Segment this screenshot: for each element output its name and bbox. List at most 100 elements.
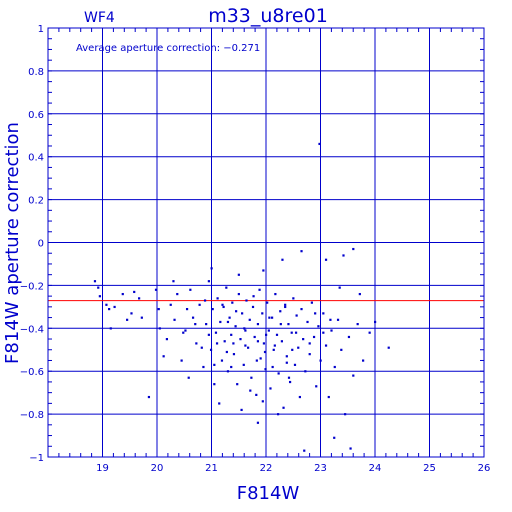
data-point — [291, 348, 294, 351]
data-point — [182, 331, 185, 334]
data-point — [97, 286, 100, 289]
data-point — [284, 303, 287, 306]
data-point — [251, 305, 255, 309]
data-point — [287, 323, 290, 326]
chip-label: WF4 — [84, 10, 115, 26]
data-point — [93, 280, 97, 283]
data-point — [169, 303, 172, 306]
data-point — [244, 344, 247, 347]
data-point — [330, 329, 333, 332]
data-point — [256, 323, 260, 326]
y-tick-label: 0.8 — [28, 67, 44, 78]
data-point — [113, 305, 116, 309]
data-point — [280, 340, 284, 343]
y-axis-label: F814W aperture correction — [2, 122, 23, 364]
data-point — [130, 312, 133, 315]
data-point — [300, 307, 303, 311]
data-point — [191, 316, 195, 319]
data-point — [222, 305, 225, 309]
data-point — [272, 348, 275, 351]
data-point — [274, 292, 277, 296]
y-tick-label: 1 — [38, 24, 44, 35]
data-point — [300, 250, 303, 253]
data-point — [306, 320, 309, 324]
data-point — [184, 329, 187, 332]
data-point — [180, 359, 183, 362]
y-tick-label: −1 — [29, 453, 44, 464]
data-point — [333, 436, 336, 439]
data-point — [230, 365, 233, 369]
data-point — [157, 307, 160, 311]
data-point — [219, 320, 222, 324]
x-tick-labels: 19 20 21 22 23 24 25 26 — [96, 463, 490, 474]
data-point — [344, 413, 347, 416]
data-point — [243, 327, 246, 330]
data-point — [225, 286, 228, 289]
data-point — [205, 323, 208, 326]
data-point — [282, 406, 285, 409]
data-point — [109, 327, 112, 330]
data-point — [267, 329, 270, 332]
y-tick-label: −0.4 — [20, 324, 44, 335]
data-point — [279, 310, 282, 313]
data-point — [297, 346, 300, 349]
data-point — [293, 363, 297, 366]
data-point — [248, 318, 251, 321]
data-point — [185, 307, 189, 311]
data-point — [218, 402, 221, 405]
y-tick-label: −0.6 — [20, 367, 44, 378]
data-point — [172, 280, 175, 283]
data-point — [211, 307, 214, 311]
y-tick-label: −0.2 — [20, 281, 44, 292]
data-point — [138, 297, 141, 300]
data-point — [285, 361, 288, 364]
data-point — [214, 331, 218, 334]
data-point — [362, 359, 365, 362]
data-point — [98, 295, 101, 298]
data-point — [213, 383, 216, 386]
data-point — [356, 323, 359, 326]
data-point — [242, 363, 245, 366]
chart-title: m33_u8re01 — [208, 5, 328, 27]
data-point — [324, 258, 328, 261]
y-tick-label: 0.4 — [28, 153, 44, 164]
data-point — [202, 365, 205, 369]
data-point — [314, 312, 317, 315]
data-point — [358, 292, 361, 296]
data-point — [292, 297, 295, 300]
data-point — [237, 273, 240, 276]
x-tick-label: 22 — [260, 463, 273, 474]
data-point — [262, 342, 266, 345]
data-point — [230, 333, 233, 336]
data-point — [374, 320, 377, 324]
data-point — [198, 303, 201, 306]
data-points — [93, 142, 390, 452]
data-point — [261, 400, 264, 403]
data-point — [241, 312, 244, 315]
data-point — [194, 323, 197, 326]
data-point — [210, 267, 213, 270]
data-point — [342, 254, 345, 257]
data-point — [327, 395, 330, 399]
data-point — [317, 325, 320, 328]
data-point — [195, 342, 198, 345]
data-point — [158, 327, 161, 330]
data-point — [250, 376, 253, 379]
average-annotation: Average aperture correction: −0.271 — [76, 43, 260, 54]
data-point — [322, 312, 325, 315]
data-point — [154, 288, 158, 291]
data-point — [308, 353, 311, 356]
x-tick-label: 26 — [478, 463, 491, 474]
data-point — [231, 301, 234, 304]
data-point — [239, 338, 242, 341]
data-point — [262, 269, 265, 272]
data-point — [245, 299, 248, 302]
data-point — [176, 292, 179, 296]
data-point — [216, 297, 219, 300]
data-point — [247, 346, 250, 349]
data-point — [276, 413, 280, 416]
data-point — [319, 359, 322, 362]
x-axis-label: F814W — [237, 483, 300, 504]
data-point — [209, 348, 213, 351]
